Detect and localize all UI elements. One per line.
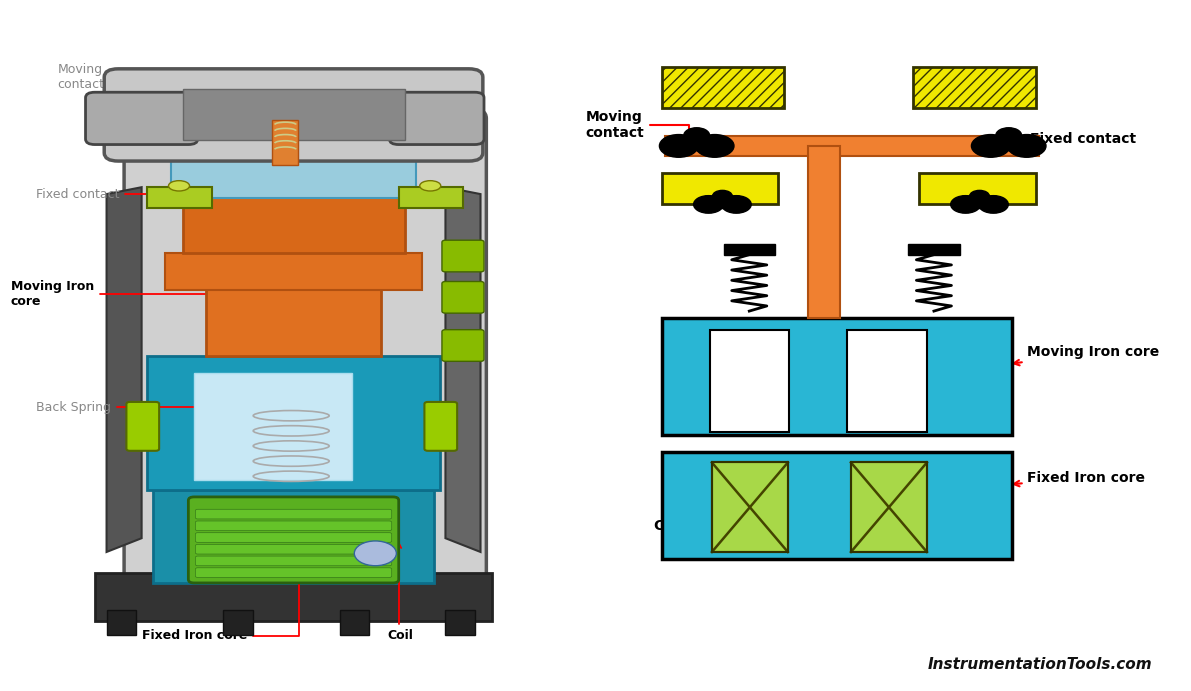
Bar (224, 610, 252, 634)
Bar (170, 149, 416, 198)
Bar (399, 187, 463, 208)
Bar (850, 462, 927, 552)
FancyBboxPatch shape (195, 545, 392, 554)
Circle shape (979, 196, 1009, 214)
Text: Moving
contact: Moving contact (57, 63, 307, 91)
Ellipse shape (168, 180, 189, 191)
Text: Fixed Iron core: Fixed Iron core (142, 564, 301, 643)
Text: Fixed contact: Fixed contact (1014, 132, 1136, 148)
Circle shape (996, 128, 1022, 143)
Text: Moving Iron
core: Moving Iron core (11, 280, 238, 308)
FancyBboxPatch shape (195, 509, 392, 519)
Circle shape (950, 196, 980, 214)
Circle shape (969, 191, 990, 202)
Bar (154, 490, 434, 583)
Bar (188, 504, 241, 576)
FancyBboxPatch shape (424, 402, 457, 451)
Bar (710, 330, 788, 431)
Bar (148, 187, 212, 208)
FancyBboxPatch shape (188, 497, 399, 583)
FancyBboxPatch shape (126, 402, 160, 451)
Bar (445, 610, 475, 634)
FancyBboxPatch shape (124, 108, 486, 597)
Circle shape (354, 541, 397, 566)
Bar (909, 244, 960, 255)
FancyBboxPatch shape (442, 330, 484, 361)
Bar (194, 373, 353, 480)
Text: Moving Iron core: Moving Iron core (1014, 346, 1160, 366)
Bar (724, 244, 775, 255)
Bar (662, 452, 1012, 559)
FancyBboxPatch shape (195, 533, 392, 542)
Circle shape (722, 196, 752, 214)
FancyBboxPatch shape (86, 92, 198, 144)
Bar (848, 330, 927, 431)
FancyBboxPatch shape (442, 281, 484, 313)
Polygon shape (106, 187, 142, 552)
Bar (850, 462, 927, 552)
Bar (341, 610, 369, 634)
FancyBboxPatch shape (105, 69, 482, 161)
Bar (912, 67, 1036, 108)
Bar (148, 356, 439, 490)
Bar (686, 142, 707, 151)
FancyBboxPatch shape (195, 568, 392, 578)
Bar (662, 67, 785, 108)
Bar (182, 88, 405, 140)
Bar (972, 201, 987, 208)
Bar (712, 462, 787, 552)
Circle shape (693, 196, 723, 214)
Bar (807, 146, 841, 318)
Ellipse shape (419, 180, 441, 191)
Text: InstrumentationTools.com: InstrumentationTools.com (928, 657, 1153, 672)
Bar (106, 610, 136, 634)
Bar (270, 504, 323, 576)
Bar (662, 173, 779, 205)
Circle shape (660, 135, 698, 158)
Text: Fixed contact: Fixed contact (37, 187, 273, 211)
Circle shape (1008, 135, 1046, 158)
Bar (998, 142, 1019, 151)
FancyBboxPatch shape (195, 556, 392, 566)
Text: Moving
contact: Moving contact (586, 110, 691, 140)
Bar (665, 136, 1039, 155)
Circle shape (712, 191, 732, 202)
Text: Back Spring: Back Spring (37, 385, 232, 414)
Circle shape (696, 135, 734, 158)
FancyBboxPatch shape (442, 240, 484, 272)
Bar (712, 462, 787, 552)
Text: Fixed Iron core: Fixed Iron core (1014, 471, 1146, 486)
FancyBboxPatch shape (195, 521, 392, 531)
Bar (918, 173, 1036, 205)
Polygon shape (445, 187, 480, 552)
Bar (206, 198, 381, 356)
Text: Coil: Coil (387, 543, 413, 643)
Text: Coil: Coil (654, 509, 715, 533)
Circle shape (684, 128, 710, 143)
Bar (95, 573, 492, 621)
Bar (662, 318, 1012, 435)
Bar (273, 120, 298, 165)
FancyBboxPatch shape (389, 92, 484, 144)
Bar (182, 177, 405, 253)
Bar (715, 201, 730, 208)
Circle shape (972, 135, 1010, 158)
Bar (166, 253, 422, 290)
